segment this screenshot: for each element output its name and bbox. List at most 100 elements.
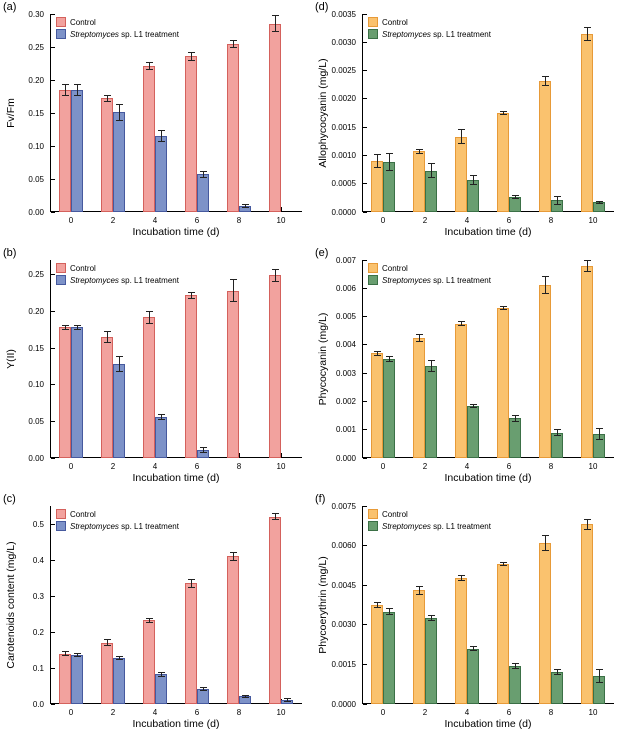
error-bar-cap: [115, 103, 123, 105]
error-bar-cap: [595, 439, 603, 441]
error-bar-cap: [511, 415, 519, 417]
error-bar-line: [460, 321, 462, 326]
y-tick-label: 0.3: [32, 591, 44, 601]
x-axis-label: Incubation time (d): [132, 472, 220, 484]
error-bar-cap: [583, 270, 591, 272]
error-bar-cap: [511, 198, 519, 200]
x-tick-label: 0: [380, 708, 386, 717]
y-tick-mark: [51, 667, 55, 669]
error-bar-cap: [385, 360, 393, 362]
x-tick-label: 6: [506, 708, 512, 717]
error-bar-line: [76, 325, 78, 330]
y-tick-label: 0.1: [32, 663, 44, 673]
y-tick-label: 0.004: [335, 340, 356, 350]
y-tick-mark: [363, 13, 367, 15]
x-tick-label: 4: [464, 216, 470, 225]
error-bar-cap: [145, 617, 153, 619]
legend-swatch-treatment: [368, 521, 378, 531]
error-bar-line: [544, 535, 546, 551]
x-tick-label: 8: [548, 216, 554, 225]
error-bar-line: [430, 163, 432, 178]
y-tick-mark: [51, 595, 55, 597]
error-bar-cap: [115, 370, 123, 372]
error-bar-line: [160, 672, 162, 677]
bar-treatment: [425, 366, 437, 458]
bar-control: [59, 327, 71, 458]
error-bar-cap: [229, 552, 237, 554]
bar-treatment: [155, 136, 167, 212]
error-bar-cap: [271, 31, 279, 33]
error-bar-cap: [469, 650, 477, 652]
x-tick-label: 6: [506, 216, 512, 225]
error-bar-cap: [229, 559, 237, 561]
error-bar-cap: [199, 451, 207, 453]
y-tick-mark: [51, 112, 55, 114]
error-bar-cap: [229, 279, 237, 281]
error-bar-cap: [583, 518, 591, 520]
bar-treatment: [71, 327, 83, 458]
error-bar-cap: [145, 62, 153, 64]
panel-f: (f) Phycoerythrin (mg/L) Incubation time…: [312, 492, 624, 738]
error-bar-line: [232, 552, 234, 560]
error-bar-cap: [199, 686, 207, 688]
error-bar-line: [388, 153, 390, 171]
y-tick-mark: [51, 310, 55, 312]
y-tick-label: 0.05: [28, 174, 44, 184]
x-tick-label: 2: [422, 216, 428, 225]
legend-item: Streptomyces sp. L1 treatment: [368, 29, 491, 39]
x-tick-label: 2: [110, 462, 116, 471]
error-bar-line: [376, 154, 378, 168]
legend-label: Control: [70, 17, 96, 27]
error-bar-line: [544, 276, 546, 294]
error-bar-line: [232, 40, 234, 47]
legend-label: Control: [70, 263, 96, 273]
x-tick-label: 0: [380, 462, 386, 471]
error-bar-cap: [157, 419, 165, 421]
error-bar-cap: [73, 324, 81, 326]
error-bar-line: [472, 175, 474, 185]
error-bar-cap: [427, 620, 435, 622]
y-tick-label: 0.15: [28, 343, 44, 353]
error-bar-line: [190, 52, 192, 61]
error-bar-line: [418, 149, 420, 154]
legend-swatch-control: [368, 263, 378, 273]
error-bar-cap: [61, 324, 69, 326]
error-bar-line: [232, 279, 234, 302]
error-bar-cap: [457, 143, 465, 145]
error-bar-cap: [541, 534, 549, 536]
x-axis-label: Incubation time (d): [132, 718, 220, 730]
error-bar-cap: [73, 329, 81, 331]
x-tick-label: 2: [422, 462, 428, 471]
y-tick-label: 0.20: [28, 306, 44, 316]
y-tick-mark: [51, 703, 55, 705]
x-tick-label: 0: [68, 462, 74, 471]
error-bar-line: [586, 27, 588, 41]
plot-area: [362, 260, 614, 458]
x-tick-label: 10: [588, 462, 598, 471]
error-bar-line: [118, 656, 120, 660]
bar-control: [371, 161, 383, 212]
error-bar-cap: [385, 170, 393, 172]
y-tick-label: 0.4: [32, 555, 44, 565]
y-tick-label: 0.002: [335, 396, 356, 406]
y-tick-mark: [363, 259, 367, 261]
y-tick-label: 0.0000: [331, 207, 356, 217]
error-bar-cap: [583, 529, 591, 531]
error-bar-cap: [469, 403, 477, 405]
x-tick-label: 4: [152, 708, 158, 717]
x-axis-label: Incubation time (d): [132, 226, 220, 238]
error-bar-line: [502, 562, 504, 566]
bar-control: [413, 590, 425, 704]
error-bar-cap: [199, 176, 207, 178]
x-tick-label: 4: [464, 708, 470, 717]
error-bar-line: [556, 669, 558, 675]
error-bar-cap: [553, 195, 561, 197]
x-tick-label: 6: [194, 708, 200, 717]
legend-swatch-treatment: [368, 275, 378, 285]
legend-label: Streptomyces sp. L1 treatment: [382, 275, 491, 285]
x-axis-label: Incubation time (d): [444, 472, 532, 484]
y-tick-mark: [363, 703, 367, 705]
error-bar-line: [418, 586, 420, 595]
bar-control: [581, 265, 593, 458]
y-tick-mark: [51, 274, 55, 276]
